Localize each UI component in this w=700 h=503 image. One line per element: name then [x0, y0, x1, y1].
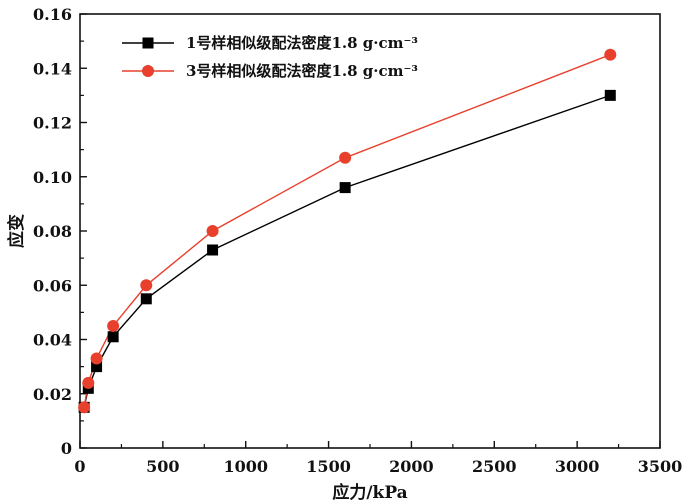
series-2-point: [140, 279, 153, 292]
x-tick-label: 2500: [472, 457, 517, 476]
x-tick-label: 0: [74, 457, 85, 476]
series-1-point: [140, 293, 152, 305]
y-tick-label: 0.02: [33, 385, 72, 404]
x-axis: 0 500 1000 1500 2000 2500 3000 3500: [74, 441, 682, 476]
x-tick-label: 1500: [306, 457, 351, 476]
legend-marker-square: [142, 37, 154, 49]
y-tick-label: 0.08: [33, 222, 72, 241]
series-2-line: [83, 54, 611, 408]
legend: 1号样相似级配法密度1.8 g·cm⁻³ 3号样相似级配法密度1.8 g·cm⁻…: [122, 34, 418, 80]
y-tick-label: 0.10: [33, 168, 72, 187]
series-2-point: [604, 48, 617, 61]
series-1-point: [604, 89, 616, 101]
x-tick-label: 1000: [223, 457, 268, 476]
y-tick-label: 0.04: [33, 331, 72, 350]
y-tick-label: 0.12: [33, 114, 72, 133]
x-tick-label: 3000: [555, 457, 600, 476]
series-1-point: [107, 331, 119, 343]
legend-label-series-2: 3号样相似级配法密度1.8 g·cm⁻³: [186, 62, 418, 80]
y-tick-label: 0.14: [33, 59, 72, 78]
series-2-point: [78, 401, 91, 414]
x-tick-label: 3500: [638, 457, 683, 476]
x-axis-title: 应力/kPa: [332, 482, 407, 503]
y-axis: 0 0.02 0.04 0.06 0.08 0.10 0.12 0.14 0.16: [33, 5, 87, 458]
series-layer: [78, 48, 617, 414]
legend-marker-circle: [142, 65, 154, 77]
y-tick-label: 0.06: [33, 276, 72, 295]
series-2-point: [339, 151, 352, 164]
series-1-point: [339, 182, 351, 194]
series-1-point: [207, 244, 219, 256]
series-1-point: [91, 361, 103, 373]
legend-label-series-1: 1号样相似级配法密度1.8 g·cm⁻³: [186, 34, 418, 52]
series-2-point: [107, 319, 120, 332]
x-tick-label: 2000: [389, 457, 434, 476]
series-2-point: [206, 225, 219, 237]
series-2-point: [82, 376, 95, 389]
y-axis-title: 应变: [6, 214, 27, 248]
y-tick-label: 0: [61, 439, 72, 458]
series-2-point: [90, 352, 103, 365]
x-tick-label: 500: [146, 457, 179, 476]
y-tick-label: 0.16: [33, 5, 72, 24]
series-1-line: [83, 94, 611, 408]
